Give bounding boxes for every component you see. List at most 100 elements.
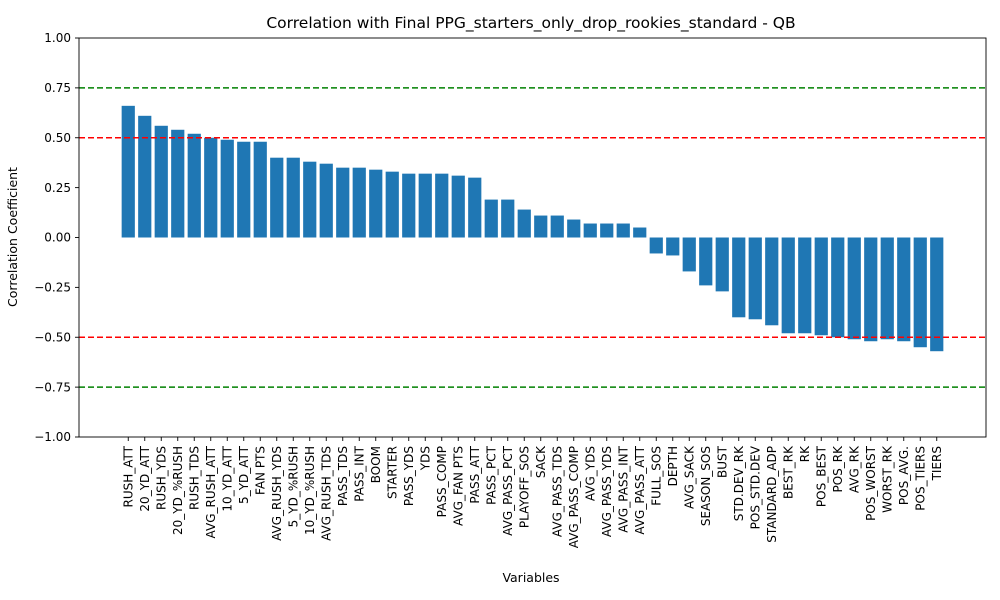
bar	[204, 137, 218, 238]
bar	[484, 199, 498, 238]
bar	[880, 237, 894, 340]
bar	[831, 237, 845, 338]
bar	[418, 173, 432, 238]
x-axis-label: Variables	[502, 570, 559, 585]
x-tick-label: STD.DEV_RK	[732, 445, 746, 521]
bar	[765, 237, 779, 326]
x-tick-label: DEPTH	[666, 446, 680, 486]
y-tick-label: −0.25	[34, 281, 71, 295]
x-tick-label: PASS_TDS	[336, 446, 350, 506]
bar	[138, 115, 152, 238]
y-axis-label: Correlation Coefficient	[5, 167, 20, 307]
bar	[171, 129, 185, 238]
x-tick-label: AVG_PASS_INT	[616, 445, 630, 532]
bar	[286, 157, 300, 238]
x-tick-label: AVG_SACK	[682, 445, 696, 509]
x-tick-label: SACK	[534, 445, 548, 478]
x-tick-label: 5_YD_%RUSH	[286, 446, 300, 527]
x-tick-label: YDS	[418, 446, 432, 471]
bar	[121, 105, 135, 238]
bar	[699, 237, 713, 286]
bar	[336, 167, 350, 238]
x-tick-label: BEST_RK	[781, 445, 795, 499]
bar	[864, 237, 878, 342]
bar	[352, 167, 366, 238]
bar	[567, 219, 581, 238]
bar	[237, 141, 251, 238]
bar	[897, 237, 911, 342]
y-tick-label: 0.00	[44, 231, 71, 245]
x-tick-label: POS_STD.DEV	[748, 445, 762, 529]
x-tick-label: AVG_PASS_PCT	[501, 445, 515, 535]
x-tick-label: AVG_RUSH_ATT	[204, 445, 218, 538]
bar	[154, 125, 168, 238]
y-tick-label: −1.00	[34, 430, 71, 444]
bar	[550, 215, 564, 238]
x-tick-label: FULL_SOS	[649, 446, 663, 506]
x-tick-label: AVG_FAN PTS	[451, 446, 465, 526]
bar	[303, 161, 317, 238]
bar	[781, 237, 795, 334]
x-tick-label: AVG_PASS_YDS	[600, 446, 614, 537]
x-tick-label: POS_AVG.	[897, 446, 911, 505]
bar	[402, 173, 416, 238]
bar	[616, 223, 630, 238]
x-tick-label: RUSH_YDS	[154, 446, 168, 510]
x-tick-label: AVG_PASS_ATT	[633, 445, 647, 534]
x-tick-label: TIERS	[930, 446, 944, 481]
x-tick-label: BOOM	[369, 446, 383, 483]
bar	[468, 177, 482, 238]
x-tick-label: SEASON_SOS	[699, 446, 713, 526]
x-tick-label: POS_TIERS	[913, 446, 927, 511]
bar	[220, 139, 234, 238]
y-tick-label: 0.25	[44, 181, 71, 195]
x-tick-label: WORST_RK	[880, 445, 894, 513]
bar	[583, 223, 597, 238]
x-tick-label: RUSH_ATT	[121, 445, 135, 507]
bar	[319, 163, 333, 238]
bar	[534, 215, 548, 238]
bar	[930, 237, 944, 352]
x-tick-label: STANDARD_ADP	[765, 446, 779, 543]
y-tick-label: 1.00	[44, 31, 71, 45]
x-tick-label: AVG_PASS_COMP	[567, 446, 581, 548]
bar	[369, 169, 383, 238]
x-tick-label: AVG_YDS	[583, 446, 597, 501]
bar	[732, 237, 746, 318]
bar	[270, 157, 284, 238]
y-tick-label: 0.75	[44, 81, 71, 95]
x-tick-label: POS_BEST	[814, 445, 828, 507]
x-tick-label: 10_YD_ATT	[220, 445, 234, 511]
bar	[682, 237, 696, 272]
bar	[435, 173, 449, 238]
x-tick-label: AVG_RUSH_TDS	[319, 446, 333, 541]
bar	[187, 133, 201, 238]
bar	[814, 237, 828, 336]
bar	[649, 237, 663, 254]
x-tick-label: PASS_COMP	[435, 446, 449, 517]
x-tick-label: RUSH_TDS	[187, 446, 201, 510]
x-tick-label: BUST	[715, 445, 729, 478]
x-tick-label: AVG_RK	[847, 445, 861, 493]
bar	[666, 237, 680, 256]
x-tick-label: STARTER	[385, 446, 399, 499]
x-tick-label: RK	[798, 445, 812, 462]
bar	[913, 237, 927, 348]
x-tick-label: PASS_INT	[352, 445, 366, 501]
x-tick-label: PASS_PCT	[484, 445, 498, 505]
x-tick-label: AVG_RUSH_YDS	[270, 446, 284, 541]
bar	[385, 171, 399, 238]
bar	[501, 199, 515, 238]
x-tick-label: 5_YD_ATT	[237, 445, 251, 504]
x-tick-label: PASS_YDS	[402, 446, 416, 506]
x-tick-label: PLAYOFF_SOS	[517, 446, 531, 528]
bar	[517, 209, 531, 238]
bar	[600, 223, 614, 238]
bar	[715, 237, 729, 292]
bar	[253, 141, 267, 238]
x-tick-label: AVG_PASS_TDS	[550, 446, 564, 537]
x-tick-label: PASS_ATT	[468, 445, 482, 503]
y-tick-label: 0.50	[44, 131, 71, 145]
